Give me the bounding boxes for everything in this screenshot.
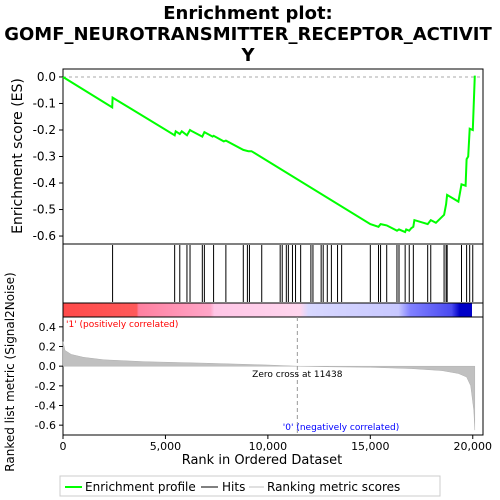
legend-box [59,475,441,497]
legend-item-hits: Hits [222,480,245,494]
legend-item-enrichment: Enrichment profile [85,480,196,494]
es-ylabel: Enrichment score (ES) [10,78,26,234]
ranking-ytick-label: -0.2 [35,380,56,393]
es-ytick-label: 0.0 [37,70,56,84]
x-tick-label: 20,000 [454,440,493,453]
ranking-ytick-label: 0.0 [39,360,57,373]
ranking-metric-area [62,341,476,431]
enrichment-profile-line [62,75,476,234]
es-ytick-label: -0.5 [33,203,56,217]
es-ytick-label: -0.1 [33,96,56,110]
hits-panel [62,243,484,304]
es-ytick-label: -0.3 [33,150,56,164]
es-y-axis: 0.0 -0.1 -0.2 -0.3 -0.4 -0.5 -0.6 [33,70,63,243]
ranking-ylabel: Ranked list metric (Signal2Noise) [3,272,17,471]
ranking-color-bar [63,303,472,317]
x-tick-label: 15,000 [351,440,390,453]
ranking-panel-frame [62,316,484,436]
legend-item-ranking: Ranking metric scores [267,480,400,494]
zero-cross-label: Zero cross at 11438 [252,370,343,380]
ranking-ytick-label: 0.4 [39,321,57,334]
x-tick-label: 10,000 [249,440,288,453]
negative-correlation-label: '0' (negatively correlated) [283,423,399,433]
es-panel-frame [62,68,484,245]
chart-title-line3: Y [240,45,255,66]
hit-lines [112,245,474,302]
x-tick-label: 0 [60,440,67,453]
ranking-ytick-label: 0.2 [39,341,57,354]
legend: Enrichment profile Hits Ranking metric s… [59,475,441,497]
x-axis: 0 5,000 10,000 15,000 20,000 [60,435,493,453]
es-ytick-label: -0.4 [33,176,56,190]
chart-title-line1: Enrichment plot: [163,3,333,24]
ranking-panel: 0.4 0.2 0.0 -0.2 -0.4 -0.6 Zero cross at 1143… [3,272,484,472]
x-tick-label: 5,000 [150,440,182,453]
ranking-y-axis: 0.4 0.2 0.0 -0.2 -0.4 -0.6 [35,321,63,432]
es-panel: 0.0 -0.1 -0.2 -0.3 -0.4 -0.5 -0.6 Enrichment s… [10,68,484,245]
ranking-ytick-label: -0.4 [35,400,56,413]
es-ytick-label: -0.6 [33,229,56,243]
es-ytick-label: -0.2 [33,123,56,137]
positive-correlation-label: '1' (positively correlated) [66,320,178,330]
hits-panel-frame [62,243,484,304]
x-axis-label: Rank in Ordered Dataset [182,453,343,468]
chart-title-line2: GOMF_NEUROTRANSMITTER_RECEPTOR_ACTIVIT [4,24,492,45]
ranking-ytick-label: -0.6 [35,419,56,432]
